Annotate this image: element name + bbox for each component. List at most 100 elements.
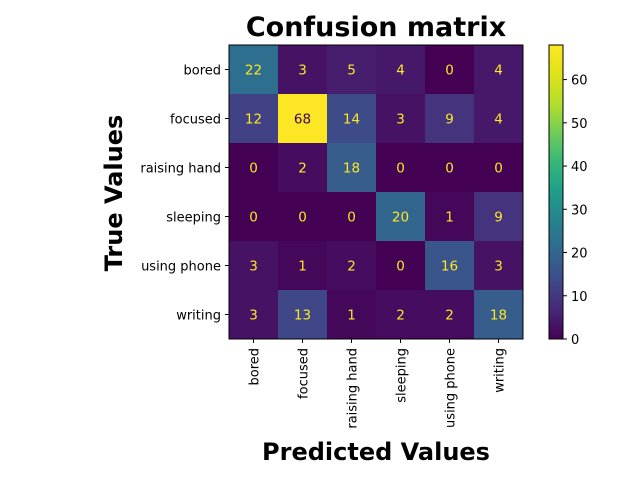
cell-value-label: 3 (249, 259, 258, 275)
colorbar-tick-label: 10 (571, 290, 588, 305)
cell-value-label: 0 (249, 210, 258, 226)
cell-value-label: 5 (347, 63, 356, 79)
cell-value-label: 12 (245, 112, 262, 128)
cell-value-label: 14 (343, 112, 360, 128)
colorbar-tick-label: 60 (571, 74, 588, 89)
heatmap-cell (327, 241, 376, 290)
heatmap-cell (376, 143, 425, 192)
heatmap-cell (425, 143, 474, 192)
heatmap-cell (474, 94, 523, 143)
cell-value-label: 22 (245, 63, 262, 79)
cell-value-label: 20 (392, 210, 409, 226)
heatmap-cell (474, 192, 523, 241)
cell-value-label: 18 (343, 161, 360, 177)
heatmap-cell (278, 45, 327, 94)
heatmap-cell (474, 143, 523, 192)
cell-value-label: 18 (490, 308, 507, 324)
heatmap-grid: 22 3 5 4 0 412 68 14 3 9 40 2 18 0 0 00 0 0 20 1 93 1 2 0 16 33 13… (228, 44, 524, 340)
colorbar-tick-label: 50 (571, 117, 588, 132)
heatmap-cell (376, 45, 425, 94)
cell-value-label: 3 (396, 112, 405, 128)
y-tick-label: sleeping (166, 211, 221, 226)
cell-value-label: 3 (494, 259, 503, 275)
heatmap-cell (425, 192, 474, 241)
x-tick-label: writing (493, 348, 508, 393)
heatmap-cell (425, 290, 474, 339)
heatmap-cell (229, 192, 278, 241)
chart-title: Confusion matrix (246, 12, 506, 43)
heatmap-cell (474, 241, 523, 290)
cell-value-label: 68 (294, 112, 311, 128)
colorbar-tick-label: 40 (571, 160, 588, 175)
heatmap-cell (229, 143, 278, 192)
cell-value-label: 0 (494, 161, 503, 177)
cell-value-label: 4 (494, 112, 503, 128)
cell-value-label: 4 (396, 63, 405, 79)
heatmap-cell (327, 94, 376, 143)
heatmap-cell (278, 94, 327, 143)
heatmap-cell (327, 192, 376, 241)
cell-value-label: 13 (294, 308, 311, 324)
heatmap-cell (425, 241, 474, 290)
heatmap-cell (229, 45, 278, 94)
cell-value-label: 9 (445, 112, 454, 128)
cell-value-label: 0 (249, 161, 258, 177)
y-tick-label: writing (176, 309, 221, 324)
cell-value-label: 2 (445, 308, 454, 324)
cell-value-label: 2 (298, 161, 307, 177)
cell-value-label: 3 (249, 308, 258, 324)
cell-value-label: 0 (396, 161, 405, 177)
heatmap-cell (327, 143, 376, 192)
colorbar-gradient (548, 44, 564, 340)
x-axis-label: Predicted Values (262, 438, 490, 466)
heatmap-cell (229, 290, 278, 339)
cell-value-label: 1 (445, 210, 454, 226)
y-tick-labels: bored focused raising hand sleeping using ph… (140, 64, 229, 324)
heatmap-cell (425, 94, 474, 143)
cell-value-label: 9 (494, 210, 503, 226)
x-tick-label: bored (248, 348, 263, 386)
colorbar: 0 10 20 30 40 50 60 (548, 44, 588, 348)
x-tick-label: sleeping (395, 348, 410, 403)
cell-value-label: 0 (445, 161, 454, 177)
x-tick-labels: bored focused raising hand sleeping using ph… (248, 339, 508, 429)
heatmap-cell (278, 290, 327, 339)
heatmap-cell (327, 290, 376, 339)
x-tick-label: raising hand (346, 348, 361, 429)
heatmap-cell (278, 241, 327, 290)
cell-value-label: 0 (445, 63, 454, 79)
heatmap-cell (278, 192, 327, 241)
heatmap-cell (474, 290, 523, 339)
cell-value-label: 4 (494, 63, 503, 79)
y-tick-label: bored (183, 64, 221, 79)
cell-value-label: 3 (298, 63, 307, 79)
heatmap-cell (229, 241, 278, 290)
cell-value-label: 16 (441, 259, 458, 275)
heatmap-frame (228, 44, 524, 340)
x-tick-label: using phone (444, 348, 459, 428)
heatmap-cell (376, 94, 425, 143)
cell-value-label: 0 (396, 259, 405, 275)
heatmap-cell (425, 45, 474, 94)
cell-value-label: 1 (298, 259, 307, 275)
cell-value-label: 1 (347, 308, 356, 324)
y-tick-label: focused (170, 113, 221, 128)
heatmap-cell (278, 143, 327, 192)
y-tick-label: raising hand (140, 162, 221, 177)
cell-value-label: 0 (347, 210, 356, 226)
colorbar-tick-label: 0 (571, 333, 579, 348)
colorbar-tick-label: 20 (571, 247, 588, 262)
heatmap-cell (376, 241, 425, 290)
colorbar-tick-label: 30 (571, 203, 588, 218)
heatmap-cell (376, 290, 425, 339)
cell-value-label: 2 (347, 259, 356, 275)
heatmap-cell (376, 192, 425, 241)
cell-value-label: 0 (298, 210, 307, 226)
heatmap-cell (327, 45, 376, 94)
y-tick-label: using phone (141, 260, 221, 275)
heatmap-cell (229, 94, 278, 143)
y-axis-label: True Values (100, 115, 128, 272)
cell-value-label: 2 (396, 308, 405, 324)
